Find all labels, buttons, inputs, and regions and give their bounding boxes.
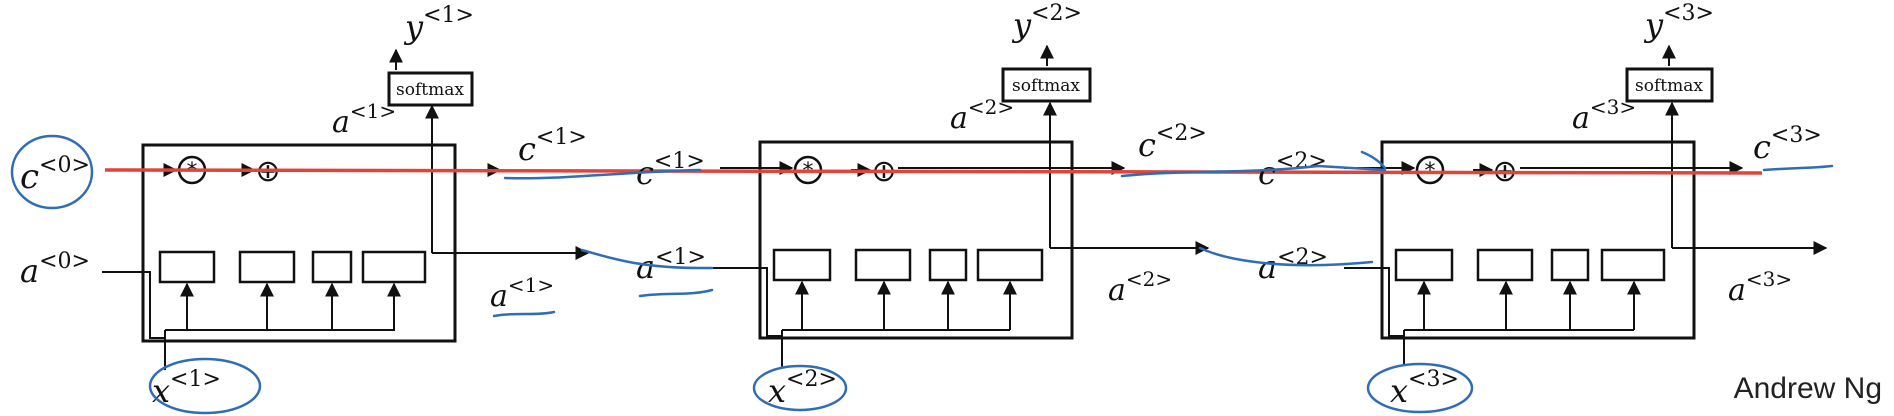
cell-2-gate-output	[976, 248, 1044, 282]
cell-2-box	[758, 140, 1074, 340]
circle-x1	[148, 357, 262, 415]
label-a3-top: a<3>	[1572, 95, 1636, 136]
cell-2-gate-update	[854, 248, 912, 282]
lstm-cell-2: * ⊕ softmax	[712, 44, 1210, 368]
lstm-cell-3: * ⊕ softmax	[1344, 44, 1828, 366]
circle-x2	[752, 364, 848, 412]
cell-1-gate-update	[238, 250, 296, 284]
blue-annotations	[10, 134, 1834, 415]
label-x2: x<2>	[768, 367, 837, 410]
label-y1: y<1>	[403, 3, 474, 46]
softmax-label-1: softmax	[396, 80, 464, 100]
label-x3: x<3>	[1390, 367, 1459, 410]
label-a2-out: a<2>	[1108, 267, 1172, 308]
cell-3-box	[1380, 140, 1696, 340]
label-a2-top: a<2>	[950, 95, 1014, 136]
softmax-label-2: softmax	[1012, 76, 1080, 96]
softmax-box-3	[1625, 67, 1714, 103]
cell-1-gate-tanh	[311, 250, 353, 284]
cell-1-gate-output	[361, 250, 427, 284]
underline-a2-in	[1198, 246, 1374, 267]
circle-c0	[10, 134, 94, 210]
memory-cell-line	[104, 161, 1763, 177]
cell-2-a-input	[712, 267, 783, 337]
label-c1-out: c<1>	[518, 125, 587, 168]
softmax-box-2	[1001, 67, 1092, 103]
label-c3-out: c<3>	[1753, 123, 1822, 166]
author-signature: Andrew Ng	[1734, 372, 1882, 405]
label-c0: c<0>	[20, 153, 90, 197]
underline-a1-in	[580, 248, 714, 270]
cell-3-gate-tanh	[1550, 248, 1590, 282]
cell-2-gate-tanh	[928, 248, 968, 282]
label-y3: y<3>	[1643, 1, 1714, 44]
label-a1-out: a<1>	[490, 273, 554, 314]
cell-3-gate-output	[1600, 248, 1666, 282]
cell-1-a-input	[102, 271, 166, 339]
underline-a1-out-2	[638, 288, 714, 298]
underline-c3	[1762, 164, 1834, 172]
underline-c2	[1120, 164, 1387, 178]
softmax-box-1	[387, 71, 474, 107]
cell-3-gate-update	[1476, 248, 1534, 282]
lstm-cell-1: * ⊕ softmax	[102, 48, 590, 370]
cell-3-a-input	[1344, 267, 1405, 337]
label-y2: y<2>	[1011, 1, 1082, 44]
labels-layer: c<0> a<0> y<1> y<2> y<3> a<1> a<2> a<3> …	[20, 1, 1822, 410]
underline-a1-out-1	[492, 310, 556, 318]
stroke-c2-end	[1360, 150, 1387, 170]
softmax-label-3: softmax	[1635, 76, 1703, 96]
cell-1-box	[141, 143, 457, 343]
label-a0: a<0>	[20, 249, 90, 290]
label-c2-out: c<2>	[1138, 121, 1207, 164]
label-a1-in: a<1>	[636, 245, 706, 286]
memory-highlight-red-line	[104, 168, 1763, 175]
label-a1-top: a<1>	[332, 99, 396, 140]
label-a3-out: a<3>	[1728, 267, 1792, 308]
underline-c1	[503, 168, 702, 180]
cell-2-gate-forget	[772, 248, 832, 282]
cell-3-multiply-op	[1415, 155, 1445, 185]
circle-x3	[1366, 362, 1474, 414]
cell-1-gate-forget	[158, 250, 216, 284]
cell-3-gate-forget	[1394, 248, 1454, 282]
